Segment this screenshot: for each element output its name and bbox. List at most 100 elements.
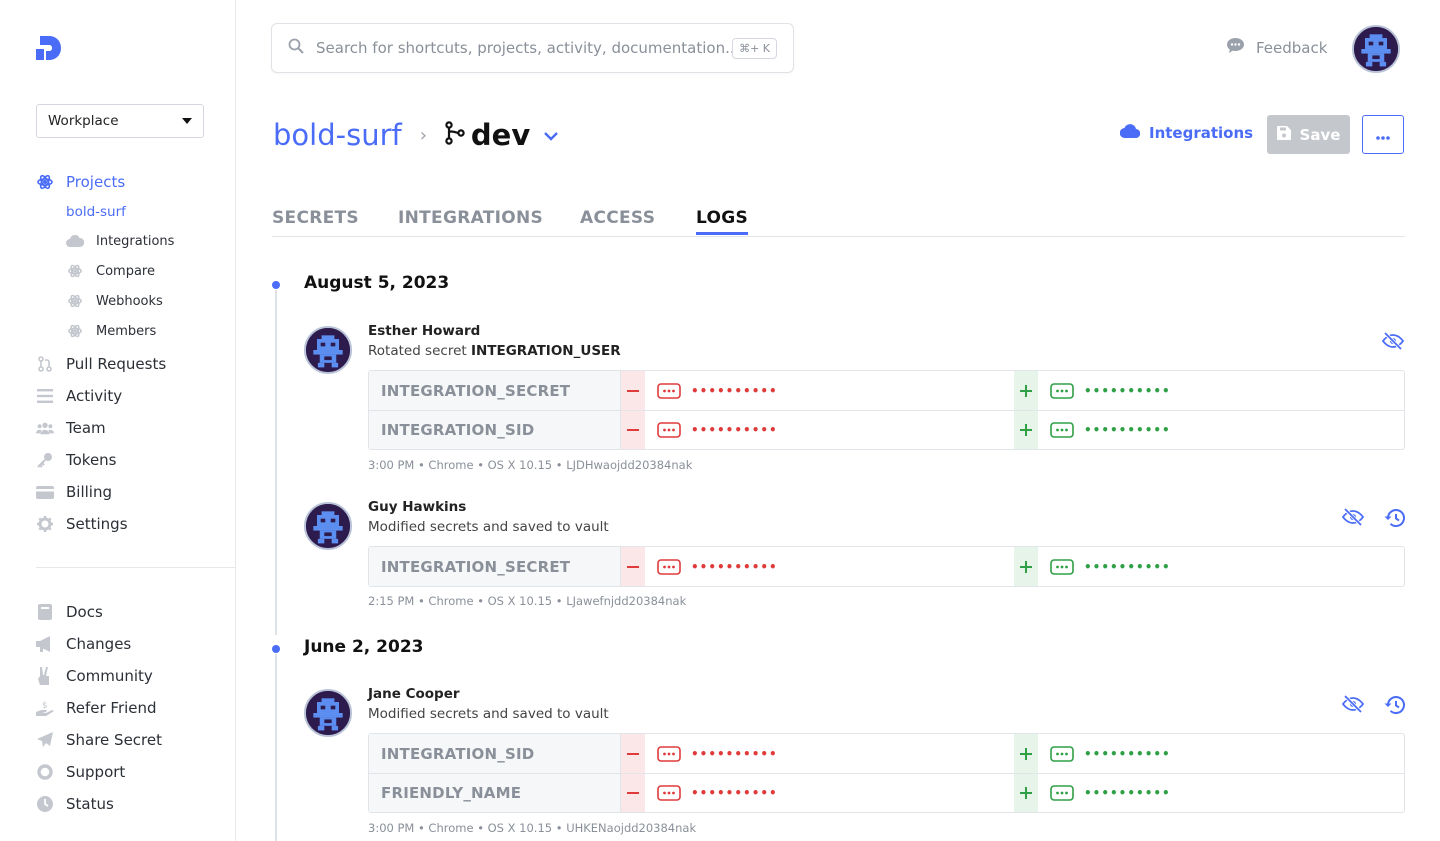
masked-old-value: •••••••••• <box>691 559 778 574</box>
integrations-button[interactable]: Integrations <box>1119 124 1254 142</box>
nav-status[interactable]: Status <box>36 793 114 815</box>
breadcrumb-branch[interactable]: dev <box>470 118 531 152</box>
event-avatar <box>304 502 352 550</box>
old-value: •••••••••• <box>645 547 1014 586</box>
robot-avatar-icon <box>306 691 350 735</box>
event-user-name: Guy Hawkins <box>368 499 467 515</box>
nav-projects[interactable]: Projects <box>36 171 125 193</box>
workspace-select[interactable]: Workplace <box>36 104 204 138</box>
masked-value-icon[interactable] <box>1050 785 1074 801</box>
nav-billing-label: Billing <box>66 483 112 501</box>
event-description: Rotated secret INTEGRATION_USER <box>368 343 621 359</box>
nav-share-secret-label: Share Secret <box>66 731 162 749</box>
sidebar-divider <box>36 567 236 568</box>
secret-key: FRIENDLY_NAME <box>369 774 621 812</box>
masked-value-icon[interactable] <box>1050 745 1074 762</box>
nav-changes[interactable]: Changes <box>36 633 131 655</box>
search-shortcut-badge: ⌘+ K <box>732 37 777 59</box>
diff-row: INTEGRATION_SECRET •••••••••• •••••••••• <box>369 547 1404 586</box>
paper-plane-icon <box>36 731 54 749</box>
nav-project-bold-surf[interactable]: bold-surf <box>66 204 126 220</box>
cloud-icon <box>1119 124 1141 142</box>
nav-community[interactable]: Community <box>36 665 153 687</box>
eye-slash-icon[interactable] <box>1341 507 1365 532</box>
nav-billing[interactable]: Billing <box>36 481 112 503</box>
save-button-label: Save <box>1299 125 1341 144</box>
nav-sub-integrations[interactable]: Integrations <box>66 233 174 249</box>
diff-row: INTEGRATION_SECRET •••••••••• •••••••••• <box>369 371 1404 410</box>
nav-sub-members[interactable]: Members <box>66 323 156 339</box>
robot-avatar-icon <box>1354 27 1398 71</box>
tab-logs[interactable]: LOGS <box>696 208 749 235</box>
workspace-select-value: Workplace <box>48 113 119 129</box>
feedback-button[interactable]: Feedback <box>1227 38 1327 57</box>
nav-pull-requests[interactable]: Pull Requests <box>36 353 166 375</box>
masked-value-icon[interactable] <box>657 785 681 801</box>
user-avatar[interactable] <box>1352 25 1400 73</box>
minus-icon <box>621 774 645 812</box>
masked-value-icon[interactable] <box>657 382 681 399</box>
nav-team[interactable]: Team <box>36 417 106 439</box>
doppler-logo[interactable] <box>36 36 62 60</box>
caret-down-icon <box>182 118 192 124</box>
tab-secrets[interactable]: SECRETS <box>272 208 359 228</box>
masked-value-icon[interactable] <box>657 558 681 575</box>
masked-value-icon[interactable] <box>1050 382 1074 399</box>
timeline-dot <box>272 645 280 653</box>
list-icon <box>36 387 54 405</box>
plus-icon <box>1014 411 1038 449</box>
timeline-line <box>275 654 277 841</box>
nav-sub-webhooks[interactable]: Webhooks <box>66 293 163 309</box>
secret-key: INTEGRATION_SID <box>369 411 621 449</box>
history-icon[interactable] <box>1384 695 1406 719</box>
nav-support[interactable]: Support <box>36 761 125 783</box>
old-value: •••••••••• <box>645 411 1014 449</box>
ellipsis-icon <box>1376 125 1390 144</box>
masked-old-value: •••••••••• <box>691 383 778 398</box>
integrations-button-label: Integrations <box>1149 124 1254 142</box>
event-actions <box>1381 331 1405 354</box>
nav-pull-requests-label: Pull Requests <box>66 355 167 373</box>
nav-refer-friend[interactable]: $ Refer Friend <box>36 697 157 719</box>
masked-new-value: •••••••••• <box>1084 786 1171 800</box>
plus-icon <box>1014 371 1038 410</box>
event-meta: 2:15 PM • Chrome • OS X 10.15 • LJawefnj… <box>368 594 687 608</box>
history-icon[interactable] <box>1384 508 1406 532</box>
old-value: •••••••••• <box>645 371 1014 410</box>
diff-row: INTEGRATION_SID •••••••••• •••••••••• <box>369 734 1404 773</box>
masked-value-icon[interactable] <box>657 422 681 438</box>
eye-slash-icon[interactable] <box>1341 694 1365 719</box>
event-meta: 3:00 PM • Chrome • OS X 10.15 • LJDHwaoj… <box>368 458 693 472</box>
event-user-name: Jane Cooper <box>368 686 460 702</box>
tab-integrations[interactable]: INTEGRATIONS <box>398 208 544 228</box>
masked-value-icon[interactable] <box>657 745 681 762</box>
event-meta: 3:00 PM • Chrome • OS X 10.15 • UHKENaoj… <box>368 821 697 835</box>
gear-icon <box>36 515 54 533</box>
clock-icon <box>36 795 54 813</box>
masked-value-icon[interactable] <box>1050 558 1074 575</box>
eye-slash-icon[interactable] <box>1381 331 1405 354</box>
chevron-right-icon: › <box>419 124 427 146</box>
nav-tokens[interactable]: Tokens <box>36 449 117 471</box>
event-description: Modified secrets and saved to vault <box>368 519 609 535</box>
nav-sub-compare[interactable]: Compare <box>66 263 155 279</box>
masked-new-value: •••••••••• <box>1084 559 1171 574</box>
more-options-button[interactable] <box>1362 115 1404 154</box>
tab-access[interactable]: ACCESS <box>580 208 656 228</box>
event-secret-name: INTEGRATION_USER <box>470 343 621 359</box>
masked-value-icon[interactable] <box>1050 422 1074 438</box>
nav-status-label: Status <box>66 795 114 813</box>
atom-icon <box>36 173 54 191</box>
chevron-down-icon[interactable] <box>544 126 559 145</box>
save-button[interactable]: Save <box>1267 115 1350 154</box>
timeline-line <box>275 290 277 635</box>
event-avatar <box>304 689 352 737</box>
nav-activity[interactable]: Activity <box>36 385 122 407</box>
nav-settings[interactable]: Settings <box>36 513 128 535</box>
nav-docs[interactable]: Docs <box>36 601 103 623</box>
masked-new-value: •••••••••• <box>1084 746 1171 761</box>
breadcrumb-project[interactable]: bold-surf <box>273 118 402 152</box>
nav-share-secret[interactable]: Share Secret <box>36 729 162 751</box>
search-bar[interactable]: Search for shortcuts, projects, activity… <box>271 23 794 73</box>
svg-text:$: $ <box>42 701 48 711</box>
